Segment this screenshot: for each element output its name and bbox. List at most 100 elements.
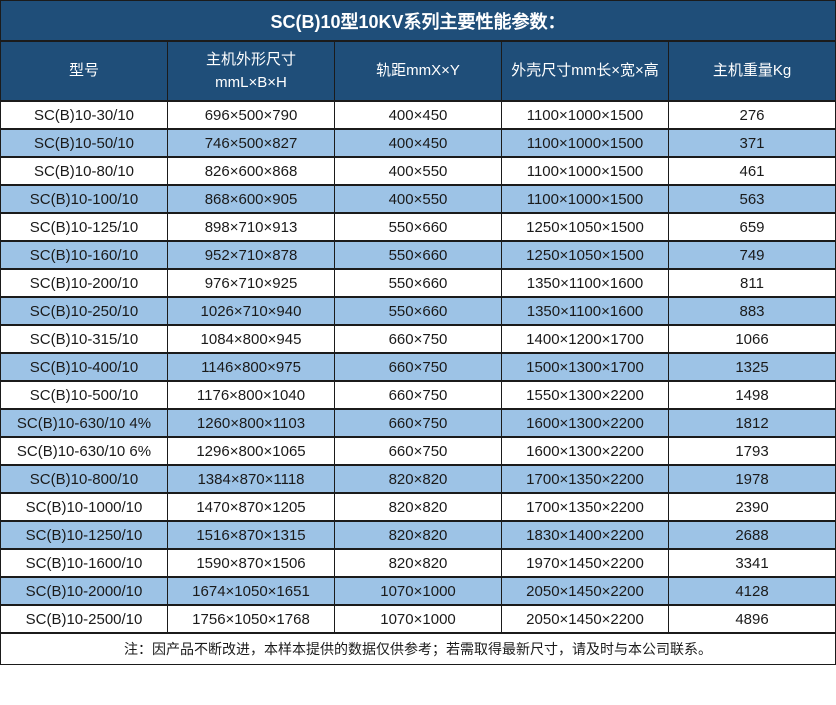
table-cell: 746×500×827 xyxy=(167,128,335,158)
table-cell: 1026×710×940 xyxy=(167,296,335,326)
table-cell: 371 xyxy=(668,128,836,158)
table-row: SC(B)10-200/10 976×710×925 550×660 1350×110… xyxy=(0,268,836,298)
table-cell: 400×450 xyxy=(334,100,502,130)
column-header-label: 主机重量Kg xyxy=(712,62,792,80)
table-cell: 660×750 xyxy=(334,380,502,410)
column-header-label: 主机外形尺寸 xyxy=(205,50,296,68)
table-row: SC(B)10-500/10 1176×800×1040 660×750 1550×1… xyxy=(0,380,836,410)
table-cell: 3341 xyxy=(668,548,836,578)
table-cell: 2050×1450×2200 xyxy=(501,576,669,606)
model-cell: SC(B)10-630/10 4% xyxy=(0,408,168,438)
table-cell: 1756×1050×1768 xyxy=(167,604,335,634)
table-cell: 1146×800×975 xyxy=(167,352,335,382)
table-row: SC(B)10-30/10 696×500×790 400×450 1100×1000… xyxy=(0,100,836,130)
table-cell: 1100×1000×1500 xyxy=(501,128,669,158)
table-body: SC(B)10-30/10 696×500×790 400×450 1100×1000… xyxy=(0,100,836,634)
table-cell: 696×500×790 xyxy=(167,100,335,130)
column-header-label: 外壳尺寸mm长×宽×高 xyxy=(511,62,659,80)
table-cell: 2688 xyxy=(668,520,836,550)
table-cell: 811 xyxy=(668,268,836,298)
table-cell: 550×660 xyxy=(334,240,502,270)
table-row: SC(B)10-630/10 6% 1296×800×1065 660×750 160… xyxy=(0,436,836,466)
table-row: SC(B)10-250/10 1026×710×940 550×660 1350×11… xyxy=(0,296,836,326)
table-cell: 976×710×925 xyxy=(167,268,335,298)
model-cell: SC(B)10-2500/10 xyxy=(0,604,168,634)
table-cell: 400×550 xyxy=(334,156,502,186)
table-cell: 820×820 xyxy=(334,520,502,550)
table-cell: 1516×870×1315 xyxy=(167,520,335,550)
table-cell: 1350×1100×1600 xyxy=(501,296,669,326)
table-title-bar: SC(B)10型10KV系列主要性能参数： xyxy=(0,0,836,40)
table-cell: 2390 xyxy=(668,492,836,522)
column-header-label: 轨距mmX×Y xyxy=(376,62,460,80)
table-cell: 1296×800×1065 xyxy=(167,436,335,466)
table-cell: 1084×800×945 xyxy=(167,324,335,354)
table-cell: 749 xyxy=(668,240,836,270)
table-cell: 400×550 xyxy=(334,184,502,214)
model-cell: SC(B)10-30/10 xyxy=(0,100,168,130)
table-cell: 1600×1300×2200 xyxy=(501,408,669,438)
table-row: SC(B)10-315/10 1084×800×945 660×750 1400×12… xyxy=(0,324,836,354)
table-cell: 1100×1000×1500 xyxy=(501,100,669,130)
table-row: SC(B)10-2500/10 1756×1050×1768 1070×1000 20… xyxy=(0,604,836,634)
table-row: SC(B)10-80/10 826×600×868 400×550 1100×1000… xyxy=(0,156,836,186)
table-row: SC(B)10-125/10 898×710×913 550×660 1250×105… xyxy=(0,212,836,242)
table-cell: 1100×1000×1500 xyxy=(501,156,669,186)
model-cell: SC(B)10-315/10 xyxy=(0,324,168,354)
table-cell: 826×600×868 xyxy=(167,156,335,186)
table-cell: 1700×1350×2200 xyxy=(501,492,669,522)
table-cell: 1550×1300×2200 xyxy=(501,380,669,410)
footer-note: 注：因产品不断改进，本样本提供的数据仅供参考；若需取得最新尺寸，请及时与本公司联… xyxy=(124,641,712,657)
table-row: SC(B)10-1000/10 1470×870×1205 820×820 1700×… xyxy=(0,492,836,522)
table-cell: 4128 xyxy=(668,576,836,606)
table-cell: 820×820 xyxy=(334,548,502,578)
table-row: SC(B)10-2000/10 1674×1050×1651 1070×1000 20… xyxy=(0,576,836,606)
column-header-3: 外壳尺寸mm长×宽×高 xyxy=(501,40,669,102)
column-header-2: 轨距mmX×Y xyxy=(334,40,502,102)
header-row: 型号 主机外形尺寸 mmL×B×H 轨距mmX×Y 外壳尺寸mm长×宽×高 主机重量Kg xyxy=(0,40,836,102)
table-cell: 1250×1050×1500 xyxy=(501,240,669,270)
table-header: 型号 主机外形尺寸 mmL×B×H 轨距mmX×Y 外壳尺寸mm长×宽×高 主机重量Kg xyxy=(0,40,836,102)
model-cell: SC(B)10-1600/10 xyxy=(0,548,168,578)
table-row: SC(B)10-160/10 952×710×878 550×660 1250×105… xyxy=(0,240,836,270)
table-cell: 1500×1300×1700 xyxy=(501,352,669,382)
column-header-4: 主机重量Kg xyxy=(668,40,836,102)
table-cell: 868×600×905 xyxy=(167,184,335,214)
model-cell: SC(B)10-200/10 xyxy=(0,268,168,298)
table-cell: 1600×1300×2200 xyxy=(501,436,669,466)
table-row: SC(B)10-800/10 1384×870×1118 820×820 1700×1… xyxy=(0,464,836,494)
table-cell: 1384×870×1118 xyxy=(167,464,335,494)
table-cell: 550×660 xyxy=(334,296,502,326)
model-cell: SC(B)10-400/10 xyxy=(0,352,168,382)
table-cell: 461 xyxy=(668,156,836,186)
model-cell: SC(B)10-1250/10 xyxy=(0,520,168,550)
table-cell: 1070×1000 xyxy=(334,604,502,634)
table-cell: 1100×1000×1500 xyxy=(501,184,669,214)
model-cell: SC(B)10-50/10 xyxy=(0,128,168,158)
table-cell: 550×660 xyxy=(334,212,502,242)
table-cell: 1260×800×1103 xyxy=(167,408,335,438)
table-row: SC(B)10-630/10 4% 1260×800×1103 660×750 160… xyxy=(0,408,836,438)
table-cell: 1978 xyxy=(668,464,836,494)
spec-table: 型号 主机外形尺寸 mmL×B×H 轨距mmX×Y 外壳尺寸mm长×宽×高 主机重量Kg … xyxy=(0,40,836,634)
footer-note-bar: 注：因产品不断改进，本样本提供的数据仅供参考；若需取得最新尺寸，请及时与本公司联… xyxy=(0,634,836,665)
model-cell: SC(B)10-1000/10 xyxy=(0,492,168,522)
table-cell: 1470×870×1205 xyxy=(167,492,335,522)
table-cell: 1250×1050×1500 xyxy=(501,212,669,242)
table-row: SC(B)10-400/10 1146×800×975 660×750 1500×13… xyxy=(0,352,836,382)
table-cell: 1350×1100×1600 xyxy=(501,268,669,298)
table-cell: 883 xyxy=(668,296,836,326)
model-cell: SC(B)10-250/10 xyxy=(0,296,168,326)
table-cell: 550×660 xyxy=(334,268,502,298)
table-row: SC(B)10-50/10 746×500×827 400×450 1100×1000… xyxy=(0,128,836,158)
column-header-label: 型号 xyxy=(68,62,99,80)
column-header-label-line2: mmL×B×H xyxy=(215,74,287,91)
table-cell: 276 xyxy=(668,100,836,130)
table-cell: 660×750 xyxy=(334,436,502,466)
table-cell: 400×450 xyxy=(334,128,502,158)
table-row: SC(B)10-1600/10 1590×870×1506 820×820 1970×… xyxy=(0,548,836,578)
table-cell: 660×750 xyxy=(334,324,502,354)
table-cell: 563 xyxy=(668,184,836,214)
table-cell: 898×710×913 xyxy=(167,212,335,242)
